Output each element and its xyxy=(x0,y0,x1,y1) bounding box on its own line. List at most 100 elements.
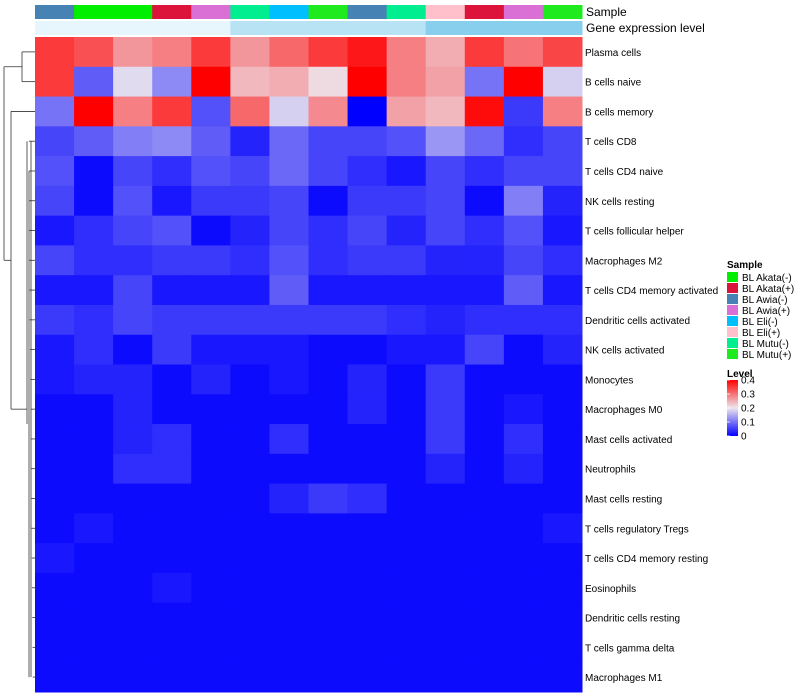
heatmap-cell xyxy=(503,275,544,306)
heatmap-cell xyxy=(503,424,544,455)
heatmap-cell xyxy=(386,394,427,425)
heatmap-cell xyxy=(308,156,349,187)
heatmap-cell xyxy=(425,632,466,663)
gene-expression-annotation-cell xyxy=(35,21,75,35)
heatmap-cell xyxy=(503,632,544,663)
heatmap-cell xyxy=(74,96,114,127)
heatmap-cell xyxy=(230,632,270,663)
heatmap-cell xyxy=(230,453,270,485)
gene-expression-annotation-cell xyxy=(191,21,231,35)
heatmap-cell xyxy=(74,364,114,395)
heatmap-cell xyxy=(347,602,388,633)
heatmap-cell xyxy=(35,543,75,574)
heatmap-cell xyxy=(113,37,153,68)
heatmap-cell xyxy=(503,543,544,574)
heatmap-cell xyxy=(230,543,270,574)
heatmap-cell xyxy=(542,364,583,395)
heatmap-cell xyxy=(347,156,388,187)
heatmap-cell xyxy=(269,602,309,633)
heatmap-cell xyxy=(347,185,388,217)
heatmap-cell xyxy=(347,572,388,604)
sample-legend-swatch xyxy=(727,338,738,348)
heatmap-cell xyxy=(191,572,231,604)
heatmap-cell xyxy=(230,662,270,693)
heatmap-cell xyxy=(308,245,349,276)
row-label: B cells naive xyxy=(585,78,642,89)
heatmap-cell xyxy=(269,126,309,157)
heatmap-cell xyxy=(113,96,153,127)
level-legend-gradient xyxy=(727,380,738,436)
heatmap-cell xyxy=(191,394,231,425)
heatmap-cell xyxy=(425,572,466,604)
heatmap-cell xyxy=(464,483,505,514)
heatmap-cell xyxy=(542,572,583,604)
heatmap-cell xyxy=(191,275,231,306)
heatmap-cell xyxy=(503,572,544,604)
heatmap-cell xyxy=(503,185,544,217)
heatmap-cell xyxy=(35,185,75,217)
heatmap-cell xyxy=(74,453,114,485)
heatmap-cell xyxy=(425,275,466,306)
heatmap-cell xyxy=(113,126,153,157)
heatmap-cell xyxy=(35,96,75,127)
level-legend-tick-label: 0.2 xyxy=(741,404,755,415)
heatmap-cell xyxy=(35,572,75,604)
heatmap-cell xyxy=(152,543,192,574)
heatmap-cell xyxy=(308,662,349,693)
heatmap-cell xyxy=(347,364,388,395)
heatmap-cell xyxy=(542,126,583,157)
heatmap-cell xyxy=(152,513,192,544)
heatmap-cell xyxy=(269,453,309,485)
heatmap-cell xyxy=(386,215,427,246)
gene-expression-annotation-cell xyxy=(503,21,544,35)
sample-annotation-cell xyxy=(230,5,270,19)
heatmap-cell xyxy=(35,662,75,693)
sample-legend-label: BL Eli(-) xyxy=(742,317,778,328)
heatmap-cell xyxy=(347,543,388,574)
heatmap-cell xyxy=(386,453,427,485)
heatmap-cell xyxy=(35,215,75,246)
heatmap-cell xyxy=(308,453,349,485)
heatmap-cell xyxy=(464,424,505,455)
heatmap-cell xyxy=(152,424,192,455)
heatmap-cell xyxy=(503,66,544,98)
heatmap-cell xyxy=(269,662,309,693)
heatmap-cell xyxy=(425,394,466,425)
sample-legend-swatch xyxy=(727,327,738,337)
heatmap-cell xyxy=(308,543,349,574)
heatmap-cell xyxy=(230,394,270,425)
heatmap-cell xyxy=(386,662,427,693)
heatmap-cell xyxy=(464,632,505,663)
heatmap-cell xyxy=(425,364,466,395)
heatmap-cell xyxy=(74,304,114,336)
heatmap-cell xyxy=(347,334,388,365)
heatmap-cell xyxy=(74,662,114,693)
heatmap-cell xyxy=(269,275,309,306)
heatmap-cell xyxy=(386,96,427,127)
heatmap-cell xyxy=(191,364,231,395)
heatmap-cell xyxy=(347,37,388,68)
sample-legend-title: Sample xyxy=(727,260,763,271)
level-legend-tick-label: 0.3 xyxy=(741,390,755,401)
heatmap-cell xyxy=(386,424,427,455)
heatmap-cell xyxy=(464,543,505,574)
heatmap-cell xyxy=(152,453,192,485)
heatmap-cell xyxy=(152,483,192,514)
gene-expression-annotation-cell xyxy=(74,21,114,35)
heatmap-cell xyxy=(347,453,388,485)
heatmap-cell xyxy=(503,662,544,693)
heatmap-cell xyxy=(74,215,114,246)
sample-annotation-label: Sample xyxy=(586,5,627,19)
heatmap-cell xyxy=(425,662,466,693)
heatmap-cell xyxy=(425,96,466,127)
heatmap-cell xyxy=(269,304,309,336)
heatmap-cell xyxy=(464,602,505,633)
heatmap-cell xyxy=(230,185,270,217)
heatmap-cell xyxy=(503,126,544,157)
heatmap-cell xyxy=(113,334,153,365)
heatmap-cell xyxy=(74,126,114,157)
sample-annotation-cell xyxy=(464,5,505,19)
heatmap-cell xyxy=(35,632,75,663)
heatmap-cell xyxy=(503,602,544,633)
heatmap-cell xyxy=(308,572,349,604)
